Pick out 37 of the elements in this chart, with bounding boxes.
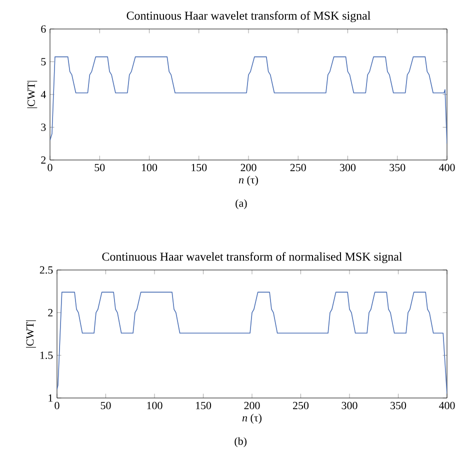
x-tick-label: 150 [196, 402, 212, 410]
chart-title: Continuous Haar wavelet transform of MSK signal [126, 11, 370, 22]
text: (b) [234, 437, 247, 448]
x-tick-label: 50 [94, 164, 105, 172]
x-tick-label: 150 [192, 164, 207, 172]
x-tick-label: 400 [439, 402, 455, 410]
x-tick-label: 400 [439, 164, 455, 172]
x-tick-label: 200 [244, 402, 260, 410]
y-tick-label: 1 [48, 394, 52, 402]
y-tick-label: 4 [40, 90, 46, 98]
x-tick-label: 250 [293, 402, 309, 410]
y-tick-label: 1.5 [40, 352, 53, 360]
x-tick-label: 0 [48, 164, 52, 172]
y-tick-label: 2.5 [40, 266, 53, 274]
chart-title: Continuous Haar wavelet transform of normalised MSK signal [102, 252, 402, 264]
y-tick-label: 2 [41, 156, 46, 164]
x-axis-title: n (τ) [242, 414, 262, 424]
x-tick-label: 250 [290, 164, 306, 172]
y-tick-label: 5 [41, 58, 46, 66]
x-tick-label: 350 [390, 164, 406, 172]
y-tick-label: 3 [41, 124, 46, 131]
line-series [57, 292, 448, 394]
y-tick-label: 2 [48, 309, 53, 316]
x-tick-label: 200 [240, 164, 256, 172]
y-axis-title: |CWT| [26, 320, 36, 348]
y-axis-title: |CWT| [27, 80, 38, 108]
x-tick-label: 350 [390, 402, 406, 410]
x-tick-label: 0 [54, 402, 60, 410]
x-tick-label: 300 [342, 402, 358, 410]
x-tick-label: 100 [142, 164, 158, 172]
x-tick-label: 50 [100, 402, 111, 410]
line-series [50, 56, 448, 144]
x-tick-label: 100 [147, 402, 162, 410]
x-axis-title: n (τ) [238, 176, 258, 186]
y-tick-label: 6 [41, 25, 46, 33]
x-tick-label: 300 [340, 164, 356, 172]
text: (a) [236, 199, 247, 210]
